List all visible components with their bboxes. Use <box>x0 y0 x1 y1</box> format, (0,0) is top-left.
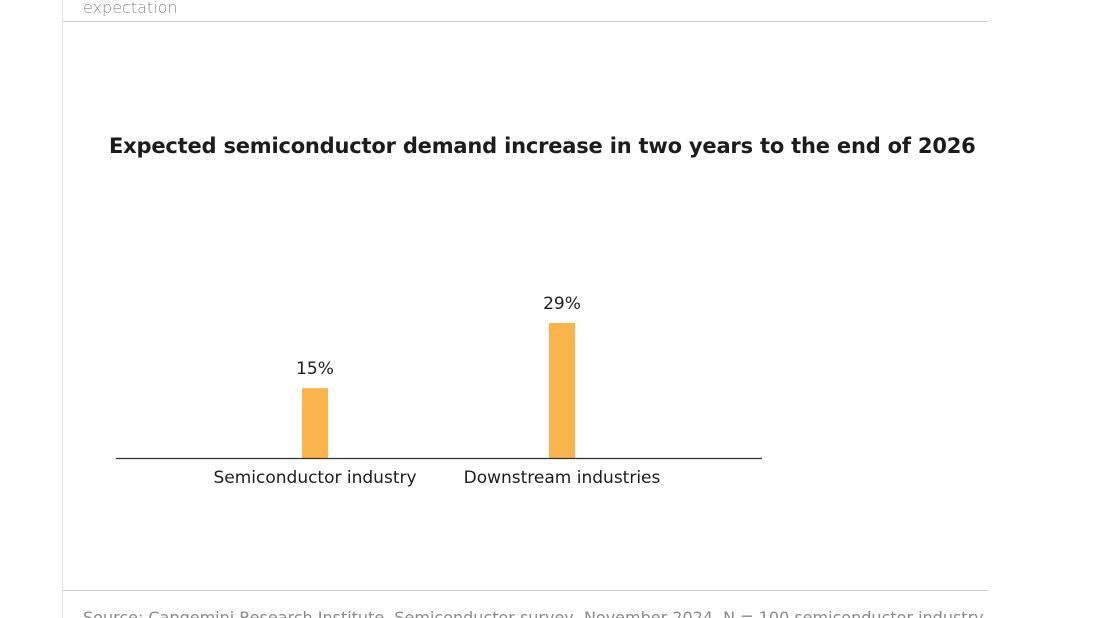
card-left-border <box>62 0 63 618</box>
category-label-1: Semiconductor industry <box>213 468 416 488</box>
category-label-2: Downstream industries <box>464 468 661 488</box>
data-label-1: 15% <box>296 359 334 379</box>
chart-title: Expected semiconductor demand increase i… <box>109 134 976 158</box>
bottom-divider <box>63 590 988 591</box>
source-note: Source: Capgemini Research Institute, Se… <box>83 608 983 618</box>
previous-section-caption: expectation <box>83 0 178 17</box>
bar-1 <box>302 388 328 458</box>
data-label-2: 29% <box>543 294 581 314</box>
top-divider <box>63 21 988 22</box>
bar-2 <box>549 323 575 458</box>
